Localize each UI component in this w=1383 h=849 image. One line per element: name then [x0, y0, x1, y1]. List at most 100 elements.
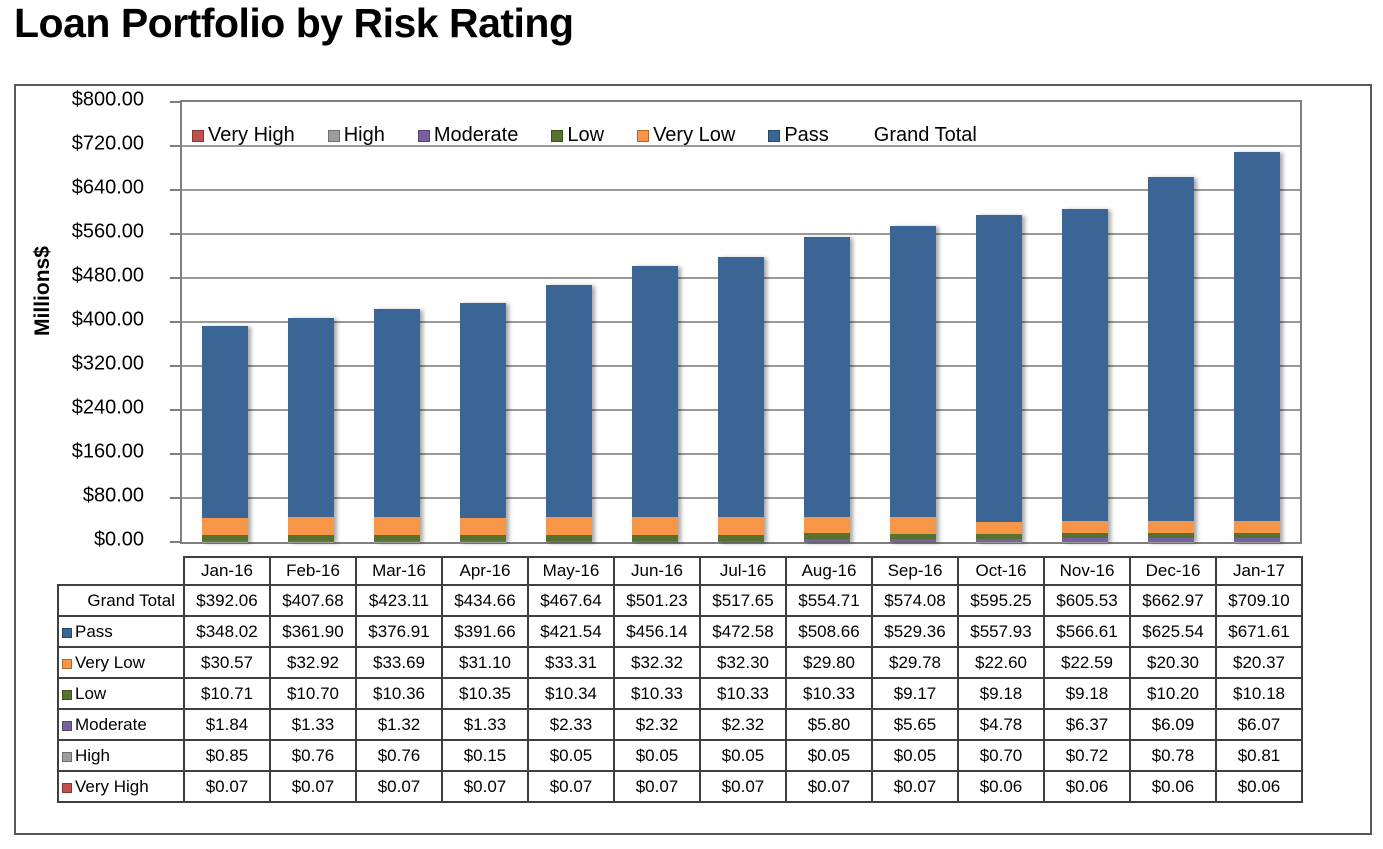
axis-tick-mark	[170, 101, 182, 103]
stacked-bar	[546, 284, 592, 542]
value-cell: $32.92	[269, 646, 357, 679]
bar-segment-very-low	[374, 516, 420, 536]
bar-segment-very-low	[546, 516, 592, 535]
value-cell: $22.59	[1043, 646, 1131, 679]
value-cell: $501.23	[613, 584, 701, 617]
bar-segment-very-low	[976, 521, 1022, 534]
month-header-jul-16: Jul-16	[699, 556, 787, 586]
value-cell: $0.05	[871, 739, 959, 772]
value-cell: $2.32	[613, 708, 701, 741]
legend-swatch	[192, 129, 204, 142]
month-header-apr-16: Apr-16	[441, 556, 529, 586]
value-cell: $2.32	[699, 708, 787, 741]
row-label-grand-total: Grand Total	[57, 584, 185, 617]
stacked-bar	[374, 309, 420, 542]
y-tick-label: $400.00	[71, 308, 144, 331]
y-tick-label: $0.00	[93, 528, 144, 551]
value-cell: $1.84	[183, 708, 271, 741]
page-title: Loan Portfolio by Risk Rating	[14, 0, 574, 46]
value-cell: $1.33	[269, 708, 357, 741]
bar-category-Oct-16	[956, 102, 1042, 542]
bar-segment-very-low	[1062, 520, 1108, 534]
value-cell: $10.71	[183, 677, 271, 710]
value-cell: $467.64	[527, 584, 615, 617]
bar-segment-moderate	[1234, 538, 1280, 542]
y-tick-label: $640.00	[71, 176, 144, 199]
value-cell: $0.05	[613, 739, 701, 772]
value-cell: $4.78	[957, 708, 1045, 741]
row-label-text: Very High	[75, 776, 149, 796]
stacked-bar	[460, 302, 506, 542]
legend-item-very-low: Very Low	[637, 124, 735, 147]
row-label-text: Grand Total	[87, 590, 175, 610]
row-label-very-high: Very High	[57, 770, 185, 803]
y-tick-label: $160.00	[71, 440, 144, 463]
bar-segment-pass	[1062, 208, 1108, 521]
stacked-bar	[1234, 152, 1280, 542]
bar-category-Jan-16	[182, 102, 268, 542]
axis-tick-mark	[170, 453, 182, 455]
legend: Very High High Moderate Low Very Low Pass Gran…	[192, 124, 1010, 147]
bar-segment-low	[890, 533, 936, 539]
value-cell: $0.76	[269, 739, 357, 772]
month-header-mar-16: Mar-16	[355, 556, 443, 586]
axis-tick-mark	[170, 365, 182, 367]
value-cell: $10.34	[527, 677, 615, 710]
value-cell: $0.05	[527, 739, 615, 772]
bar-series-container	[182, 102, 1300, 542]
bar-segment-very-low	[804, 516, 850, 534]
value-cell: $0.07	[871, 770, 959, 803]
legend-label: High	[343, 124, 385, 146]
y-tick-label: $720.00	[71, 132, 144, 155]
value-cell: $0.07	[699, 770, 787, 803]
legend-label: Very High	[208, 124, 295, 146]
bar-segment-low	[288, 534, 334, 541]
value-cell: $0.85	[183, 739, 271, 772]
legend-item-moderate: Moderate	[417, 124, 518, 147]
legend-swatch	[768, 129, 781, 142]
axis-tick-mark	[170, 277, 182, 279]
bar-segment-pass	[202, 326, 248, 518]
value-cell: $0.15	[441, 739, 529, 772]
bar-segment-moderate	[460, 541, 506, 542]
table-row-very-high: Very High $0.07 $0.07 $0.07 $0.07 $0.07 $0.07 $…	[57, 770, 1303, 803]
value-cell: $6.09	[1129, 708, 1217, 741]
bar-segment-moderate	[374, 540, 420, 542]
value-cell: $566.61	[1043, 615, 1131, 648]
value-cell: $557.93	[957, 615, 1045, 648]
bar-segment-low	[1148, 532, 1194, 539]
bar-segment-very-low	[288, 516, 334, 535]
bar-segment-pass	[1148, 177, 1194, 522]
month-header-nov-16: Nov-16	[1043, 556, 1131, 586]
value-cell: $10.33	[613, 677, 701, 710]
value-cell: $10.33	[699, 677, 787, 710]
bar-segment-pass	[460, 302, 506, 519]
axis-tick-mark	[170, 189, 182, 191]
y-tick-label: $560.00	[71, 220, 144, 243]
bar-category-Apr-16	[440, 102, 526, 542]
row-swatch	[62, 782, 72, 793]
value-cell: $0.07	[527, 770, 615, 803]
value-cell: $391.66	[441, 615, 529, 648]
value-cell: $10.35	[441, 677, 529, 710]
bar-segment-moderate	[1062, 538, 1108, 542]
bar-segment-low	[1062, 533, 1108, 539]
table-row-very-low: Very Low $30.57 $32.92 $33.69 $31.10 $33.31 $3…	[57, 646, 1303, 679]
row-label-low: Low	[57, 677, 185, 710]
value-cell: $392.06	[183, 584, 271, 617]
y-tick-label: $320.00	[71, 352, 144, 375]
value-cell: $9.18	[1043, 677, 1131, 710]
value-cell: $709.10	[1215, 584, 1303, 617]
bar-segment-low	[632, 535, 678, 541]
value-cell: $20.30	[1129, 646, 1217, 679]
bar-segment-pass	[546, 284, 592, 517]
axis-tick-mark	[170, 409, 182, 411]
value-cell: $662.97	[1129, 584, 1217, 617]
bar-segment-very-low	[1234, 521, 1280, 533]
table-corner-cell	[58, 557, 184, 585]
value-cell: $0.76	[355, 739, 443, 772]
stacked-bar	[202, 326, 248, 542]
stacked-bar	[1148, 177, 1194, 542]
row-swatch	[62, 751, 72, 762]
